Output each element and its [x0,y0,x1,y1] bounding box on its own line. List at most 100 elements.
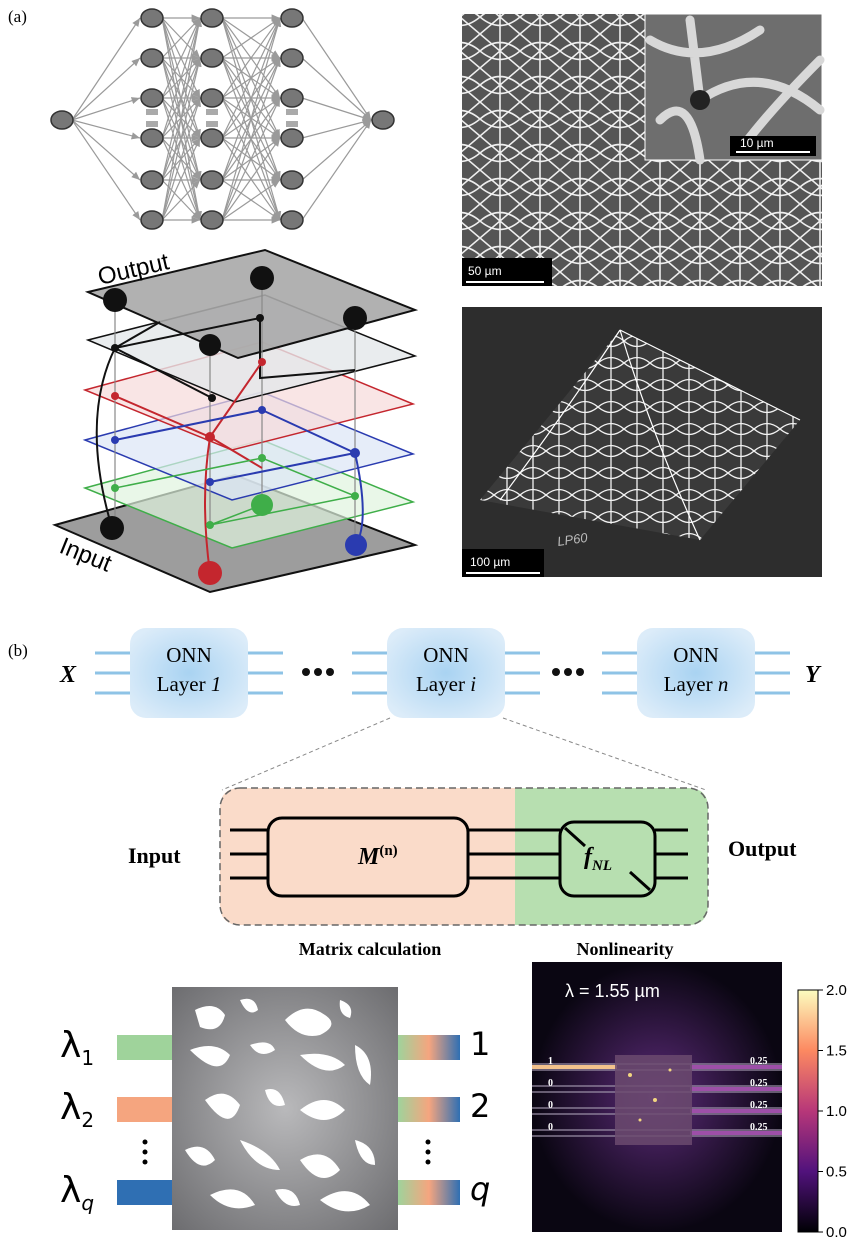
circle-shape [351,492,359,500]
node [372,111,394,129]
rect-shape [690,1109,782,1113]
wavelength-label: λ = 1.55 µm [565,981,660,1001]
ellipsis-dash [146,109,158,115]
edge [302,58,371,120]
circle-shape [258,406,266,414]
colorbar-label: 0.0 [826,1224,847,1241]
field-map [532,962,818,1232]
edge [72,98,140,120]
circle-shape [302,668,310,676]
subscript: 1 [81,1046,94,1070]
circle-shape [256,314,264,322]
circle-shape [143,1150,148,1155]
zoom-lines [222,718,706,790]
line-shape [222,718,390,790]
node [281,9,303,27]
colorbar-label: 0.5 [826,1164,847,1181]
input-power: 0 [548,1078,553,1089]
layer-detail [220,788,708,925]
output-power: 0.25 [750,1078,768,1089]
rect-shape [690,1087,782,1091]
circle-shape [552,668,560,676]
rect-shape [690,1065,782,1069]
node [281,49,303,67]
ellipsis-dash [146,121,158,127]
layer-word: Layer [416,672,465,696]
edge [72,18,140,120]
rect-shape [532,1065,617,1069]
sem-image [462,307,822,577]
circle-shape [426,1140,431,1145]
circle-shape [669,1069,672,1072]
circle-shape [251,494,273,516]
layer-word: Layer [157,672,206,696]
wavelength-input: λq [60,1170,94,1215]
node [281,129,303,147]
input-label: Input [128,843,181,868]
circle-shape [426,1160,431,1165]
node [201,9,223,27]
rect-shape [117,1035,172,1060]
circle-shape [350,448,360,458]
circle-shape [576,668,584,676]
circle-shape [690,90,710,110]
rect-shape [690,1131,782,1135]
circle-shape [205,432,215,442]
node [201,89,223,107]
superscript: (n) [379,843,397,859]
rect-shape [117,1180,172,1205]
circle-shape [111,392,119,400]
circle-shape [111,436,119,444]
ellipsis-dash [206,109,218,115]
stacked-layers [55,250,415,592]
rect-shape [798,990,818,1232]
rect-shape [398,1035,460,1060]
node [201,171,223,189]
circle-shape [143,1140,148,1145]
colorbar-label: 2.0 [826,982,847,999]
output-power: 0.25 [750,1056,768,1067]
symbol: M [357,844,381,870]
ellipsis-dash [286,109,298,115]
circle-shape [111,484,119,492]
circle-shape [639,1119,642,1122]
circle-shape [653,1098,657,1102]
rect-shape [398,1097,460,1122]
node [201,211,223,229]
layer-title: Layer 1 [157,672,222,696]
circle-shape [426,1150,431,1155]
node [141,211,163,229]
node [141,89,163,107]
line-shape [503,718,706,790]
edge [72,58,140,120]
circle-shape [199,334,221,356]
node [281,211,303,229]
colorbar-label: 1.0 [826,1103,847,1120]
circle-shape [208,394,216,402]
subscript: 2 [81,1108,94,1132]
edge [302,98,371,120]
input-power: 0 [548,1100,553,1111]
circle-shape [258,358,266,366]
scale-label: 50 µm [468,264,502,278]
node [141,129,163,147]
node [281,89,303,107]
circle-shape [103,288,127,312]
path-shape [515,788,708,925]
node [141,171,163,189]
node [51,111,73,129]
circle-shape [143,1160,148,1165]
circle-shape [564,668,572,676]
circle-shape [326,668,334,676]
input-power: 1 [548,1056,553,1067]
node [201,49,223,67]
layer-name: ONN [166,643,212,667]
output-label: Output [728,836,797,861]
input-power: 0 [548,1122,553,1133]
wavelength-input: λ1 [60,1025,94,1070]
figure: (a) Output Input 10 µm 50 µm [0,0,851,1246]
circle-shape [111,344,119,352]
sem-image [462,14,822,286]
symbol: λ [60,1170,81,1211]
output-power: 0.25 [750,1122,768,1133]
